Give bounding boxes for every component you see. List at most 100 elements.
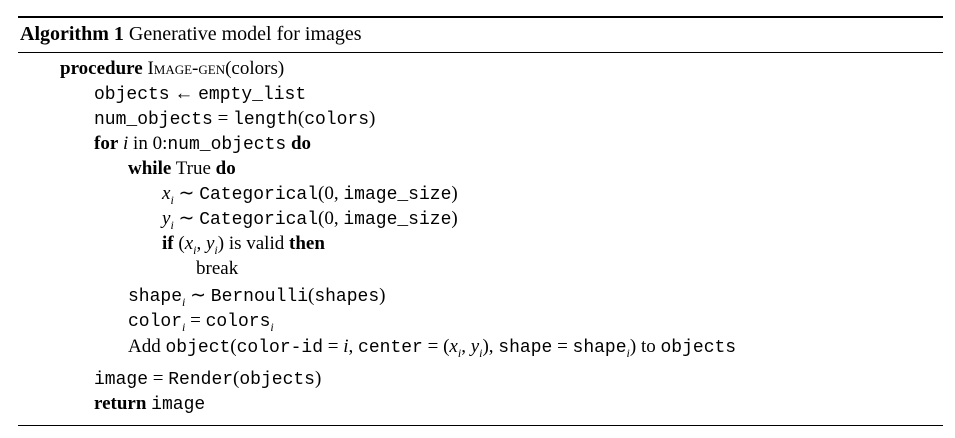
- code-text: ): [451, 183, 458, 204]
- math-symbol: i: [214, 242, 218, 257]
- code-text: ,: [348, 336, 359, 357]
- code-identifier: shapes: [314, 287, 380, 307]
- keyword: while: [128, 158, 172, 179]
- code-identifier: image: [151, 395, 206, 415]
- code-text: in 0:: [128, 133, 168, 154]
- math-symbol: i: [182, 319, 186, 334]
- code-text: True: [171, 158, 216, 179]
- code-text: break: [196, 258, 239, 279]
- line-code: procedure Image-gen(colors): [60, 56, 284, 81]
- code-identifier: Bernoulli: [210, 287, 308, 307]
- line-code: shapei ∼ Bernoulli(shapes): [128, 283, 385, 310]
- line-code: colori = colorsi: [128, 308, 274, 335]
- math-symbol: i: [123, 133, 129, 154]
- math-symbol: i: [182, 294, 186, 309]
- line-code: return image: [94, 391, 205, 418]
- algorithm-caption: Algorithm 1 Generative model for images: [20, 21, 362, 47]
- code-text: ∼: [173, 208, 200, 229]
- caption-rule: [18, 52, 943, 53]
- code-text: ) to: [629, 336, 661, 357]
- math-symbol: y: [205, 233, 215, 254]
- math-symbol: i: [343, 336, 349, 357]
- code-identifier: object: [165, 338, 231, 358]
- code-identifier: shape: [498, 338, 553, 358]
- code-identifier: num_objects: [167, 135, 287, 155]
- code-text: ,: [461, 336, 471, 357]
- code-text: (0,: [318, 208, 344, 229]
- code-text: ): [379, 285, 386, 306]
- code-identifier: objects: [660, 338, 737, 358]
- code-text: (: [233, 368, 240, 389]
- code-identifier: Categorical: [199, 185, 319, 205]
- algorithm-label: Algorithm 1: [20, 23, 124, 45]
- keyword: do: [290, 133, 312, 154]
- math-symbol: i: [170, 217, 174, 232]
- code-identifier: Categorical: [199, 210, 319, 230]
- line-code: xi ∼ Categorical(0, image_size): [162, 181, 458, 208]
- code-text: ): [451, 208, 458, 229]
- code-text: ,: [196, 233, 206, 254]
- code-identifier: empty_list: [198, 85, 307, 105]
- code-identifier: image: [94, 370, 149, 390]
- code-identifier: objects: [94, 85, 170, 105]
- code-text: =: [212, 108, 234, 129]
- code-text: ) is valid: [217, 233, 289, 254]
- code-identifier: color-id: [236, 338, 324, 358]
- code-text: = (: [422, 336, 450, 357]
- keyword: for: [94, 133, 119, 154]
- line-code: objects ← empty_list: [94, 81, 306, 108]
- code-text: ←: [169, 83, 199, 104]
- code-identifier: center: [358, 338, 423, 358]
- math-symbol: i: [193, 242, 197, 257]
- code-text: Add: [128, 336, 166, 357]
- keyword: return: [94, 393, 147, 414]
- keyword: if: [162, 233, 174, 254]
- code-text: (colors): [225, 58, 285, 79]
- code-text: ): [315, 368, 322, 389]
- math-symbol: i: [457, 345, 462, 360]
- bottom-rule: [18, 425, 943, 426]
- code-identifier: colors: [304, 110, 369, 130]
- code-text: (0,: [318, 183, 344, 204]
- math-symbol: y: [162, 208, 171, 229]
- top-rule: [18, 16, 943, 18]
- line-code: Add object(color-id = i, center = (xi, y…: [128, 334, 736, 361]
- code-identifier: objects: [239, 370, 315, 390]
- code-text: ∼: [173, 183, 200, 204]
- code-identifier: image_size: [343, 210, 452, 230]
- code-identifier: num_objects: [94, 110, 213, 130]
- code-text: =: [148, 368, 169, 389]
- line-code: yi ∼ Categorical(0, image_size): [162, 206, 458, 233]
- math-symbol: i: [270, 319, 274, 334]
- keyword: procedure: [60, 58, 143, 79]
- line-code: image = Render(objects): [94, 366, 321, 393]
- code-text: (: [173, 233, 185, 254]
- code-text: (: [230, 336, 237, 357]
- math-symbol: i: [479, 345, 483, 360]
- math-symbol: i: [170, 192, 174, 207]
- code-text: =: [185, 310, 206, 331]
- algorithm-title: Generative model for images: [128, 23, 362, 45]
- code-text: ∼: [185, 285, 211, 306]
- code-identifier: length: [233, 110, 298, 130]
- keyword: then: [289, 233, 325, 254]
- code-text: ),: [482, 336, 499, 357]
- code-text: ): [369, 108, 376, 129]
- line-code: break: [196, 256, 238, 281]
- line-code: while True do: [128, 156, 236, 181]
- math-symbol: y: [470, 336, 480, 357]
- code-identifier: Render: [168, 370, 234, 390]
- line-code: if (xi, yi) is valid then: [162, 231, 325, 256]
- code-identifier: image_size: [343, 185, 452, 205]
- code-text: (: [297, 108, 305, 129]
- math-symbol: x: [449, 336, 458, 357]
- code-identifier: colors: [205, 312, 271, 332]
- code-text: =: [323, 336, 344, 357]
- code-text: (: [308, 285, 315, 306]
- code-identifier: color: [128, 312, 183, 332]
- math-symbol: i: [626, 345, 630, 360]
- code-identifier: shape: [128, 287, 183, 307]
- keyword: do: [215, 158, 236, 179]
- code-text: =: [552, 336, 573, 357]
- math-symbol: x: [184, 233, 194, 254]
